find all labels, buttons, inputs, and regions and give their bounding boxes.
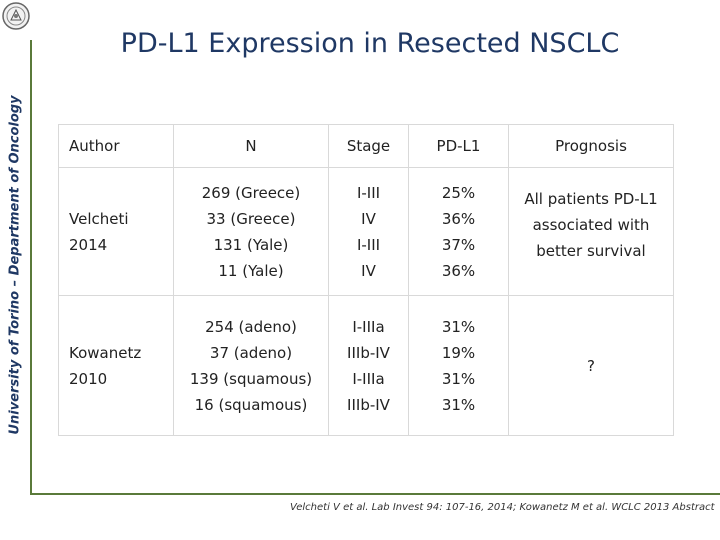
author-year: 2014: [69, 235, 108, 254]
sidebar: [0, 0, 30, 494]
pdl1-value: 36%: [441, 261, 476, 280]
prognosis-text: ?: [587, 356, 595, 375]
n-value: 11 (Yale): [218, 261, 284, 280]
header-n: N: [173, 124, 329, 168]
stage-value: IIIb-IV: [347, 343, 390, 362]
stage-value: I-IIIa: [352, 369, 385, 388]
prognosis-text: associated with: [532, 216, 650, 234]
stage-cell: I-III IV I-III IV: [328, 167, 409, 296]
stage-value: IIIb-IV: [347, 395, 390, 414]
stage-value: IV: [361, 261, 376, 280]
n-value: 16 (squamous): [194, 395, 308, 414]
header-author: Author: [58, 124, 174, 168]
n-value: 33 (Greece): [206, 209, 296, 228]
pdl1-value: 31%: [441, 317, 476, 336]
prognosis-text: better survival: [536, 242, 646, 260]
citation: Velcheti V et al. Lab Invest 94: 107-16,…: [290, 502, 715, 513]
n-value: 139 (squamous): [189, 369, 313, 388]
stage-value: IV: [361, 209, 376, 228]
n-value: 37 (adeno): [209, 343, 293, 362]
pdl1-value: 25%: [441, 183, 476, 202]
author-cell: Velcheti 2014: [58, 167, 174, 296]
header-prognosis: Prognosis: [508, 124, 674, 168]
prognosis-text: All patients PD-L1: [524, 190, 658, 208]
pdl1-value: 36%: [441, 209, 476, 228]
author-name: Kowanetz: [69, 343, 142, 362]
institution-label: University of Torino – Department of Onc…: [7, 95, 23, 435]
stage-value: I-III: [356, 183, 381, 202]
n-cell: 254 (adeno) 37 (adeno) 139 (squamous) 16…: [173, 295, 329, 436]
n-cell: 269 (Greece) 33 (Greece) 131 (Yale) 11 (…: [173, 167, 329, 296]
author-cell: Kowanetz 2010: [58, 295, 174, 436]
pdl1-table: Author N Stage PD-L1 Prognosis Velcheti …: [58, 124, 674, 436]
table-row: Velcheti 2014 269 (Greece) 33 (Greece) 1…: [58, 167, 674, 296]
pdl1-cell: 31% 19% 31% 31%: [408, 295, 509, 436]
n-value: 269 (Greece): [201, 183, 301, 202]
author-name: Velcheti: [69, 209, 129, 228]
header-stage: Stage: [328, 124, 409, 168]
n-value: 254 (adeno): [205, 317, 297, 336]
sidebar-divider: [30, 40, 32, 495]
author-year: 2010: [69, 369, 108, 388]
university-seal-icon: [2, 2, 30, 30]
table-row: Kowanetz 2010 254 (adeno) 37 (adeno) 139…: [58, 295, 674, 436]
table-header-row: Author N Stage PD-L1 Prognosis: [58, 124, 674, 168]
pdl1-cell: 25% 36% 37% 36%: [408, 167, 509, 296]
pdl1-value: 19%: [441, 343, 476, 362]
footer-divider: [30, 493, 720, 495]
pdl1-value: 31%: [441, 395, 476, 414]
prognosis-cell: ?: [508, 295, 674, 436]
n-value: 131 (Yale): [213, 235, 289, 254]
stage-value: I-IIIa: [352, 317, 385, 336]
pdl1-value: 37%: [441, 235, 476, 254]
slide-title: PD-L1 Expression in Resected NSCLC: [120, 28, 620, 59]
pdl1-value: 31%: [441, 369, 476, 388]
prognosis-cell: All patients PD-L1 associated with bette…: [508, 167, 674, 296]
stage-value: I-III: [356, 235, 381, 254]
header-pdl1: PD-L1: [408, 124, 509, 168]
stage-cell: I-IIIa IIIb-IV I-IIIa IIIb-IV: [328, 295, 409, 436]
